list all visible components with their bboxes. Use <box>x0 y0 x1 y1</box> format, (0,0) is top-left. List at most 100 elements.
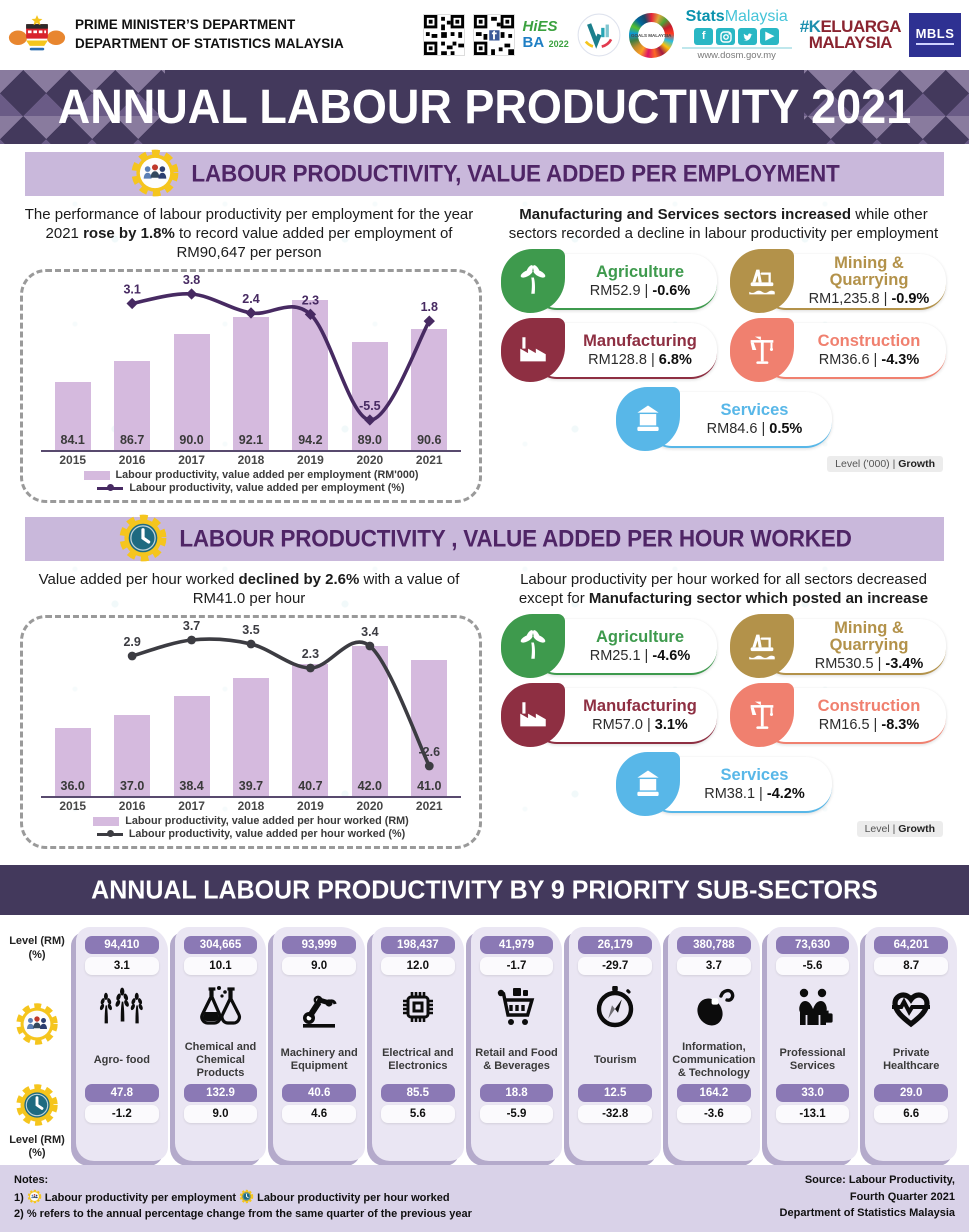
sector-card-manufacturing: Manufacturing RM57.0 | 3.1% <box>501 683 717 748</box>
hour-level-pill: 40.6 <box>282 1084 356 1103</box>
mbls-logo: MBLS <box>909 13 961 57</box>
sector-level: RM1,235.8 <box>808 290 880 307</box>
heart-pulse-icon <box>882 978 940 1036</box>
bar: 38.4 <box>173 696 210 797</box>
sector-level: RM530.5 <box>814 656 874 673</box>
sector-values: RM36.6 | -4.3% <box>796 352 942 368</box>
sector-separator: | <box>646 351 659 368</box>
bar-value-label: 94.2 <box>298 433 323 448</box>
sector-level: RM128.8 <box>588 351 647 368</box>
sector-card-construction: Construction RM36.6 | -4.3% <box>730 318 946 383</box>
sdg-wheel-icon: GOALS MALAYSIA <box>628 12 674 58</box>
sector-growth: -4.6% <box>652 647 691 664</box>
hour-sector-cards: Agriculture RM25.1 | -4.6% Mining & Quarry… <box>492 614 955 817</box>
subsector-card: 73,630 -5.6 Professional Services 33.0 -13.1 <box>766 927 859 1162</box>
wheat-icon <box>93 978 151 1036</box>
x-axis-years: 2015 2016 2017 2018 2019 2020 2021 <box>43 453 459 467</box>
flasks-icon <box>192 978 250 1036</box>
emp-level-pill: 304,665 <box>183 936 258 955</box>
sector-card-text: Manufacturing RM57.0 | 3.1% <box>567 686 713 744</box>
sector-growth: 0.5% <box>769 420 803 437</box>
legend-label: Labour productivity, value added per hou… <box>125 815 409 828</box>
qr-code-facebook-icon <box>472 14 515 56</box>
bar-value-label: 42.0 <box>357 779 382 794</box>
sector-card-mining-quarrying: Mining & Quarrying RM1,235.8 | -0.9% <box>730 249 946 314</box>
dosm-url-link[interactable]: www.dosm.gov.my <box>681 47 792 61</box>
facebook-icon[interactable]: f <box>694 28 714 46</box>
sector-growth: 6.8% <box>658 351 692 368</box>
sector-growth: -0.6% <box>652 282 691 299</box>
stats-malaysia-logo: StatsMalaysia <box>685 8 788 26</box>
emp-level-pill: 93,999 <box>282 936 356 955</box>
section-subsectors-header: ANNUAL LABOUR PRODUCTIVITY BY 9 PRIORITY… <box>0 865 969 916</box>
chart-legend: Labour productivity, value added per hou… <box>31 815 471 840</box>
palm-tree-icon <box>501 614 565 679</box>
x-axis-year: 2015 <box>59 799 87 814</box>
section-subsectors-title: ANNUAL LABOUR PRODUCTIVITY BY 9 PRIORITY… <box>91 875 878 905</box>
emp-growth-pill: 3.7 <box>677 957 751 976</box>
emp-level-pill: 380,788 <box>677 936 751 955</box>
subsector-name: Machinery and Equipment <box>280 1047 358 1073</box>
legend-line-swatch <box>96 830 123 838</box>
sector-name: Mining & Quarrying <box>829 254 909 290</box>
twitter-icon[interactable] <box>738 28 758 46</box>
sector-growth: -8.3% <box>881 716 920 733</box>
hour-growth-pill: -13.1 <box>775 1105 850 1124</box>
sector-values: RM530.5 | -3.4% <box>796 656 942 672</box>
subsector-card: 93,999 9.0 Machinery and Equipment 40.6 4.6 <box>273 927 366 1162</box>
youtube-icon[interactable]: ▶ <box>760 28 780 46</box>
emp-growth-pill: 8.7 <box>874 957 949 976</box>
x-axis-year: 2016 <box>118 453 146 468</box>
sector-level: RM57.0 <box>592 716 643 733</box>
sector-card-text: Agriculture RM52.9 | -0.6% <box>567 252 713 310</box>
bar-value-label: 90.6 <box>417 433 442 448</box>
employment-level-note: Level ('000) | Growth <box>827 456 943 473</box>
crane-icon <box>730 683 794 748</box>
sector-values: RM52.9 | -0.6% <box>567 283 713 299</box>
chart-plot: 36.0 37.0 38.4 39.7 40.7 42.0 41.0 2.9 3.7 3.5 2.3… <box>43 619 459 797</box>
subsector-card: 41,979 -1.7 Retail and Food & Beverages 18.… <box>470 927 563 1162</box>
sector-card-construction: Construction RM16.5 | -8.3% <box>730 683 946 748</box>
hour-level-note: Level | Growth <box>856 821 943 838</box>
bar: 37.0 <box>114 715 151 797</box>
sector-growth: -4.3% <box>881 351 920 368</box>
sector-card-agriculture: Agriculture RM25.1 | -4.6% <box>501 614 717 679</box>
compass-icon <box>586 978 644 1036</box>
bar: 39.7 <box>232 678 269 797</box>
subsector-name: Agro- food <box>93 1053 150 1066</box>
dept-line1: PRIME MINISTER’S DEPARTMENT <box>75 17 296 33</box>
legend-bar-swatch <box>93 816 120 826</box>
bar: 94.2 <box>292 300 329 451</box>
emp-growth-pill: -29.7 <box>578 957 652 976</box>
sector-name: Agriculture <box>595 627 684 646</box>
hour-level-pill: 12.5 <box>578 1084 652 1103</box>
legend-label: Labour productivity, value added per emp… <box>129 482 405 495</box>
x-axis-year: 2020 <box>356 799 384 814</box>
sector-values: RM1,235.8 | -0.9% <box>796 291 942 307</box>
sector-card-text: Mining & Quarrying RM1,235.8 | -0.9% <box>796 252 942 310</box>
bar-value-label: 90.0 <box>179 433 204 448</box>
instagram-icon[interactable] <box>716 28 736 46</box>
sector-values: RM128.8 | 6.8% <box>567 352 713 368</box>
hour-intro-text: Value added per hour worked declined by … <box>38 571 460 608</box>
emp-level-pill: 26,179 <box>578 936 652 955</box>
sector-card-text: Agriculture RM25.1 | -4.6% <box>567 617 713 675</box>
emp-level-pill: 64,201 <box>874 936 949 955</box>
legend-bar-swatch <box>83 470 110 480</box>
emp-growth-pill: -1.7 <box>479 957 554 976</box>
hour-level-pill: 18.8 <box>479 1084 554 1103</box>
bar: 92.1 <box>232 317 269 451</box>
sector-level: RM36.6 <box>818 351 870 368</box>
subsector-card: 380,788 3.7 Information, Communication & T… <box>668 927 760 1162</box>
bar: 40.7 <box>292 664 329 797</box>
stats-malaysia-block: StatsMalaysia f ▶ www.dosm.gov.my <box>681 8 792 61</box>
footer-source: Source: Labour Productivity, Fourth Quar… <box>779 1174 955 1220</box>
hour-growth-pill: 6.6 <box>874 1105 949 1124</box>
header: PRIME MINISTER’S DEPARTMENT DEPARTMENT O… <box>0 0 969 70</box>
hour-level-pill: 164.2 <box>677 1084 751 1103</box>
footer: Notes: 1) Labour productivity per employm… <box>0 1165 969 1232</box>
sector-growth: -0.9% <box>891 290 930 307</box>
sector-separator: | <box>640 647 653 664</box>
x-axis-year: 2020 <box>356 453 384 468</box>
sector-separator: | <box>642 716 655 733</box>
